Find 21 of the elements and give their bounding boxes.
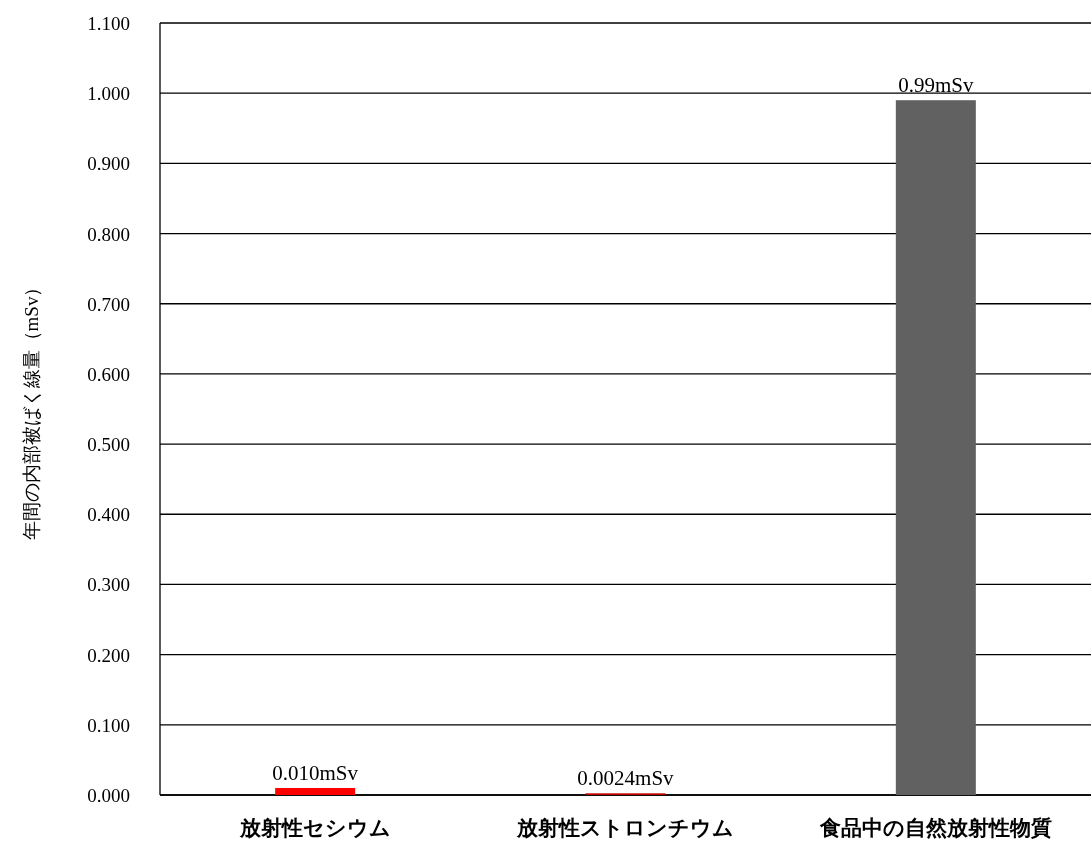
- y-tick-label: 0.600: [87, 363, 130, 385]
- y-tick-label: 0.900: [87, 153, 130, 175]
- y-tick-label: 1.100: [87, 13, 130, 34]
- y-tick-label: 0.400: [87, 504, 130, 526]
- y-axis-title: 年間の内部被ばく線量（mSv）: [21, 277, 42, 541]
- y-tick-label: 1.000: [87, 83, 130, 105]
- data-label: 0.0024mSv: [577, 766, 675, 791]
- x-tick-label: 放射性ストロンチウム: [516, 816, 734, 840]
- y-tick-label: 0.100: [87, 714, 130, 736]
- bar: [275, 787, 356, 795]
- data-label: 0.010mSv: [272, 760, 359, 785]
- y-tick-label: 0.000: [87, 785, 130, 806]
- x-tick-label: 放射性セシウム: [238, 816, 391, 840]
- y-tick-label: 0.500: [87, 434, 130, 456]
- y-tick-label: 0.800: [87, 223, 130, 245]
- data-label: 0.99mSv: [898, 73, 974, 98]
- y-tick-label: 0.700: [87, 293, 130, 315]
- y-tick-label: 0.200: [87, 644, 130, 666]
- bar: [895, 100, 976, 795]
- y-tick-label: 0.300: [87, 574, 130, 596]
- x-tick-label: 食品中の自然放射性物質: [818, 816, 1052, 840]
